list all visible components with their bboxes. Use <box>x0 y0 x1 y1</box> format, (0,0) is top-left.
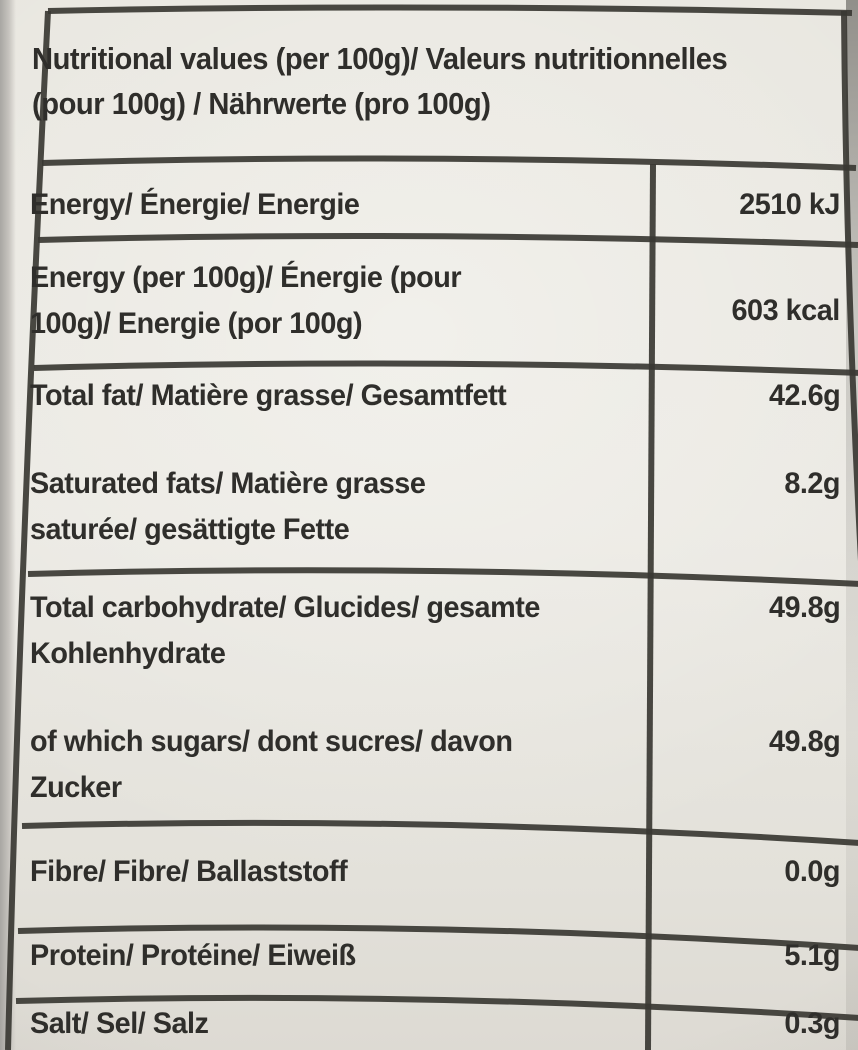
grid-column-divider <box>645 163 656 1050</box>
row-value-saturated-fat: 8.2g <box>784 467 840 500</box>
row-value-energy-kcal: 603 kcal <box>731 294 841 327</box>
row-label-protein: Protein/ Protéine/ Eiweiß <box>30 939 356 972</box>
grid-carb-bottom <box>21 819 858 846</box>
grid-protein-bottom <box>15 994 858 1021</box>
label-left-edge <box>0 0 16 1050</box>
row-label-salt: Salt/ Sel/ Salz <box>30 1007 209 1040</box>
row-label-energy-kcal: Energy (per 100g)/ Énergie (pour 100g)/ … <box>30 261 462 340</box>
row-value-fibre: 0.0g <box>784 855 840 888</box>
row-value-salt: 0.3g <box>784 1007 840 1040</box>
grid-fat-bottom <box>27 567 858 587</box>
row-value-protein: 5.1g <box>784 939 840 972</box>
grid-energy-kj-bottom <box>37 233 858 248</box>
row-label-total-fat: Total fat/ Matière grasse/ Gesamtfett <box>30 379 507 412</box>
row-label-energy-kj: Energy/ Énergie/ Energie <box>30 188 360 221</box>
grid-top-border <box>47 4 853 16</box>
grid-fibre-bottom <box>17 924 858 951</box>
grid-energy-kcal-bottom <box>33 360 858 376</box>
row-value-sugars: 49.8g <box>768 725 841 758</box>
row-label-fibre: Fibre/ Fibre/ Ballaststoff <box>30 855 348 888</box>
row-value-total-fat: 42.6g <box>768 379 841 412</box>
grid-left-border <box>5 10 51 1050</box>
row-value-carbohydrate: 49.8g <box>768 591 841 624</box>
table-title: Nutritional values (per 100g)/ Valeurs n… <box>32 41 728 121</box>
row-value-energy-kj: 2510 kJ <box>739 188 840 221</box>
row-label-carbohydrate: Total carbohydrate/ Glucides/ gesamte Ko… <box>30 591 540 670</box>
grid-header-bottom <box>41 155 857 171</box>
row-label-sugars: of which sugars/ dont sucres/ davon Zuck… <box>30 725 513 804</box>
row-label-saturated-fat: Saturated fats/ Matière grasse saturée/ … <box>30 467 426 546</box>
